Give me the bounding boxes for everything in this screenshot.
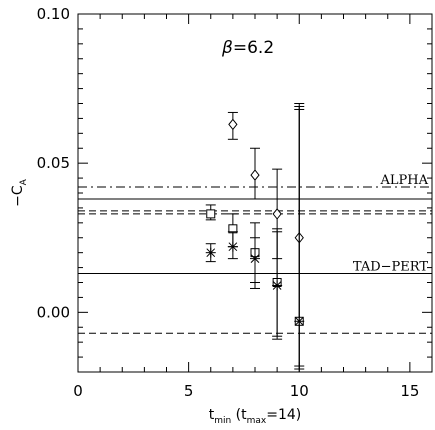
x-label-main: t xyxy=(209,407,215,423)
y-label-sub: A xyxy=(19,178,29,185)
reference-line-label: ALPHA xyxy=(380,173,429,188)
asterisk-marker xyxy=(272,280,283,291)
x-axis-label: tmin (tmax=14) xyxy=(209,407,302,426)
y-tick-label: 0.05 xyxy=(37,154,70,172)
square-marker xyxy=(206,209,216,219)
x-tick-label: 5 xyxy=(184,382,194,400)
diamond-marker xyxy=(228,118,238,131)
x-tick-label: 0 xyxy=(73,382,83,400)
asterisk-marker xyxy=(227,241,238,252)
beta-value: =6.2 xyxy=(233,38,274,58)
x-label-sub: min xyxy=(214,416,231,426)
asterisk-marker xyxy=(250,253,260,264)
beta-annotation: β=6.2 xyxy=(221,38,274,58)
y-axis-label: −CA xyxy=(10,178,29,207)
reference-line-label: TAD−PERT xyxy=(353,260,428,275)
x-label-paren-close: =14) xyxy=(266,407,301,423)
y-tick-label: 0.00 xyxy=(37,303,70,321)
axis-ticks: 0 5 10 15 0.00 0.05 0.10 xyxy=(37,5,433,400)
diamond-marker xyxy=(250,169,260,181)
y-label-main: −C xyxy=(10,185,26,207)
x-label-paren-open: (t xyxy=(231,407,247,423)
x-tick-label: 10 xyxy=(290,382,309,400)
x-tick-label: 15 xyxy=(400,382,419,400)
asterisk-marker xyxy=(294,316,305,327)
diamond-marker xyxy=(272,208,282,220)
x-label-paren-sub: max xyxy=(247,416,267,426)
y-tick-label: 0.10 xyxy=(37,5,70,23)
data-points xyxy=(205,103,305,373)
asterisk-marker xyxy=(205,247,216,258)
beta-symbol: β xyxy=(221,38,233,58)
